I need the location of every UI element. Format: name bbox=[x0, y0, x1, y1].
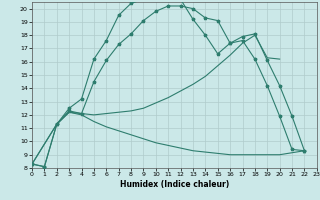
X-axis label: Humidex (Indice chaleur): Humidex (Indice chaleur) bbox=[120, 180, 229, 189]
